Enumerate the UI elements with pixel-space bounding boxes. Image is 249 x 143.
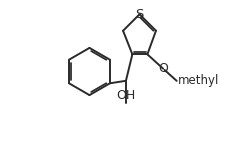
Text: S: S: [135, 8, 144, 21]
Text: OH: OH: [116, 89, 135, 102]
Text: methyl: methyl: [178, 74, 220, 87]
Text: O: O: [158, 62, 168, 75]
